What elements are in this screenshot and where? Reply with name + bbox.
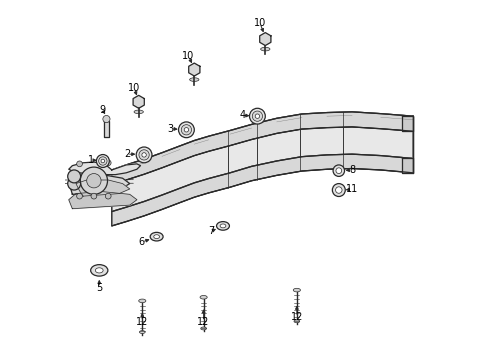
Text: 7: 7 <box>207 226 214 236</box>
Polygon shape <box>112 127 412 226</box>
Circle shape <box>335 168 341 174</box>
Circle shape <box>139 150 149 160</box>
Circle shape <box>67 177 81 190</box>
Polygon shape <box>112 112 412 212</box>
Circle shape <box>86 174 101 188</box>
Ellipse shape <box>220 224 225 228</box>
Circle shape <box>181 125 191 135</box>
Ellipse shape <box>293 288 300 292</box>
Ellipse shape <box>200 296 207 299</box>
Polygon shape <box>103 121 109 137</box>
Polygon shape <box>402 116 412 131</box>
Circle shape <box>178 122 194 138</box>
Text: 3: 3 <box>167 124 173 134</box>
Circle shape <box>142 153 146 157</box>
Ellipse shape <box>189 78 199 81</box>
Ellipse shape <box>201 327 206 330</box>
Text: 12: 12 <box>290 312 303 322</box>
Polygon shape <box>112 112 412 185</box>
Text: 6: 6 <box>139 237 145 247</box>
Polygon shape <box>76 180 129 196</box>
Circle shape <box>332 184 345 197</box>
Text: 12: 12 <box>197 317 209 327</box>
Text: 4: 4 <box>239 111 245 121</box>
Circle shape <box>252 111 262 121</box>
Polygon shape <box>259 33 270 45</box>
Circle shape <box>96 154 109 167</box>
Polygon shape <box>188 63 200 76</box>
Circle shape <box>136 147 152 163</box>
Circle shape <box>80 167 107 194</box>
Circle shape <box>99 157 107 165</box>
Text: 5: 5 <box>96 283 102 293</box>
Polygon shape <box>402 158 412 173</box>
Circle shape <box>102 116 110 123</box>
Ellipse shape <box>95 268 103 273</box>
Text: 10: 10 <box>128 83 140 93</box>
Circle shape <box>77 193 82 199</box>
Text: 1: 1 <box>88 155 94 165</box>
Polygon shape <box>112 154 412 226</box>
Ellipse shape <box>153 235 159 239</box>
Circle shape <box>255 114 259 118</box>
Ellipse shape <box>139 330 145 333</box>
Circle shape <box>91 193 97 199</box>
Ellipse shape <box>139 299 145 303</box>
Text: 8: 8 <box>348 165 354 175</box>
Circle shape <box>101 159 104 163</box>
Circle shape <box>105 160 111 166</box>
Ellipse shape <box>150 232 163 241</box>
Text: 10: 10 <box>253 18 265 28</box>
Text: 2: 2 <box>123 149 130 159</box>
Ellipse shape <box>134 110 143 114</box>
Text: 12: 12 <box>136 317 148 327</box>
Ellipse shape <box>260 47 269 51</box>
Circle shape <box>249 108 265 124</box>
Ellipse shape <box>293 320 299 323</box>
Ellipse shape <box>90 265 108 276</box>
Circle shape <box>184 127 188 132</box>
Polygon shape <box>69 162 140 175</box>
Circle shape <box>105 193 111 199</box>
Text: 9: 9 <box>100 105 106 115</box>
Polygon shape <box>133 95 144 108</box>
Circle shape <box>77 161 82 167</box>
Circle shape <box>332 165 344 176</box>
Text: 11: 11 <box>345 184 358 194</box>
Text: 10: 10 <box>182 51 194 61</box>
Polygon shape <box>69 192 137 209</box>
Circle shape <box>67 170 81 183</box>
Polygon shape <box>69 175 129 194</box>
Circle shape <box>335 187 341 193</box>
Ellipse shape <box>216 222 229 230</box>
